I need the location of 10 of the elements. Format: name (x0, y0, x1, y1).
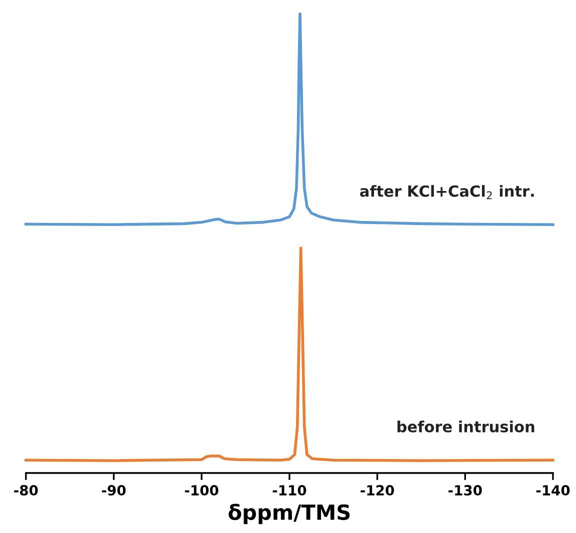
x-tick-label: -120 (360, 485, 394, 496)
x-axis-title: δppm/TMS (228, 504, 350, 524)
x-tick-label: -100 (184, 485, 218, 496)
x-tick-label: -140 (536, 485, 570, 496)
series-label: before intrusion (397, 420, 534, 432)
x-tick-label: -80 (14, 485, 38, 496)
series-label: after KCl+CaCl$_{2}$ intr. (360, 185, 534, 200)
x-tick-label: -130 (448, 485, 482, 496)
x-tick-label: -90 (102, 485, 126, 496)
x-tick-label: -110 (272, 485, 306, 496)
